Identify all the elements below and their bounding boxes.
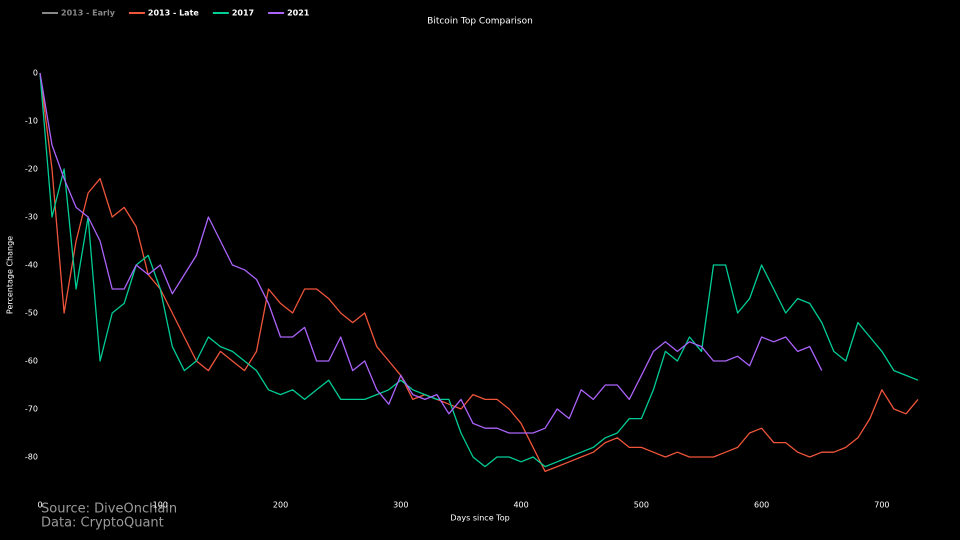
legend-label: 2013 - Late (148, 9, 199, 18)
y-tick-label: -30 (25, 213, 38, 222)
x-tick-label: 700 (874, 501, 889, 510)
x-tick-label: 100 (153, 501, 168, 510)
y-tick-label: -80 (25, 453, 38, 462)
legend-label: 2021 (287, 9, 310, 18)
x-tick-label: 0 (37, 501, 42, 510)
x-tick-label: 500 (634, 501, 649, 510)
y-tick-label: 0 (33, 69, 38, 78)
legend-item[interactable]: 2021 (268, 9, 310, 18)
y-tick-label: -60 (25, 357, 38, 366)
series-line (39, 72, 919, 468)
legend-item[interactable]: 2017 (212, 9, 254, 18)
x-axis-title: Days since Top (450, 514, 509, 523)
x-tick-label: 200 (273, 501, 288, 510)
x-tick-label: 300 (393, 501, 408, 510)
series-line (39, 72, 919, 473)
y-axis-title: Percentage Change (6, 236, 15, 314)
y-tick-label: -50 (25, 309, 38, 318)
source-note: Source: DiveOnchain (41, 502, 177, 517)
data-note: Data: CryptoQuant (41, 516, 164, 531)
chart-title: Bitcoin Top Comparison (427, 17, 533, 27)
y-tick-label: -70 (25, 405, 38, 414)
y-tick-label: -40 (25, 261, 38, 270)
legend-item[interactable]: 2013 - Early (42, 9, 116, 18)
series-line (39, 72, 823, 434)
x-tick-label: 600 (754, 501, 769, 510)
legend-item[interactable]: 2013 - Late (128, 9, 199, 18)
legend-label: 2013 - Early (61, 9, 116, 18)
y-tick-label: -10 (25, 117, 38, 126)
y-tick-label: -20 (25, 165, 38, 174)
x-tick-label: 400 (513, 501, 528, 510)
legend-label: 2017 (232, 9, 254, 18)
